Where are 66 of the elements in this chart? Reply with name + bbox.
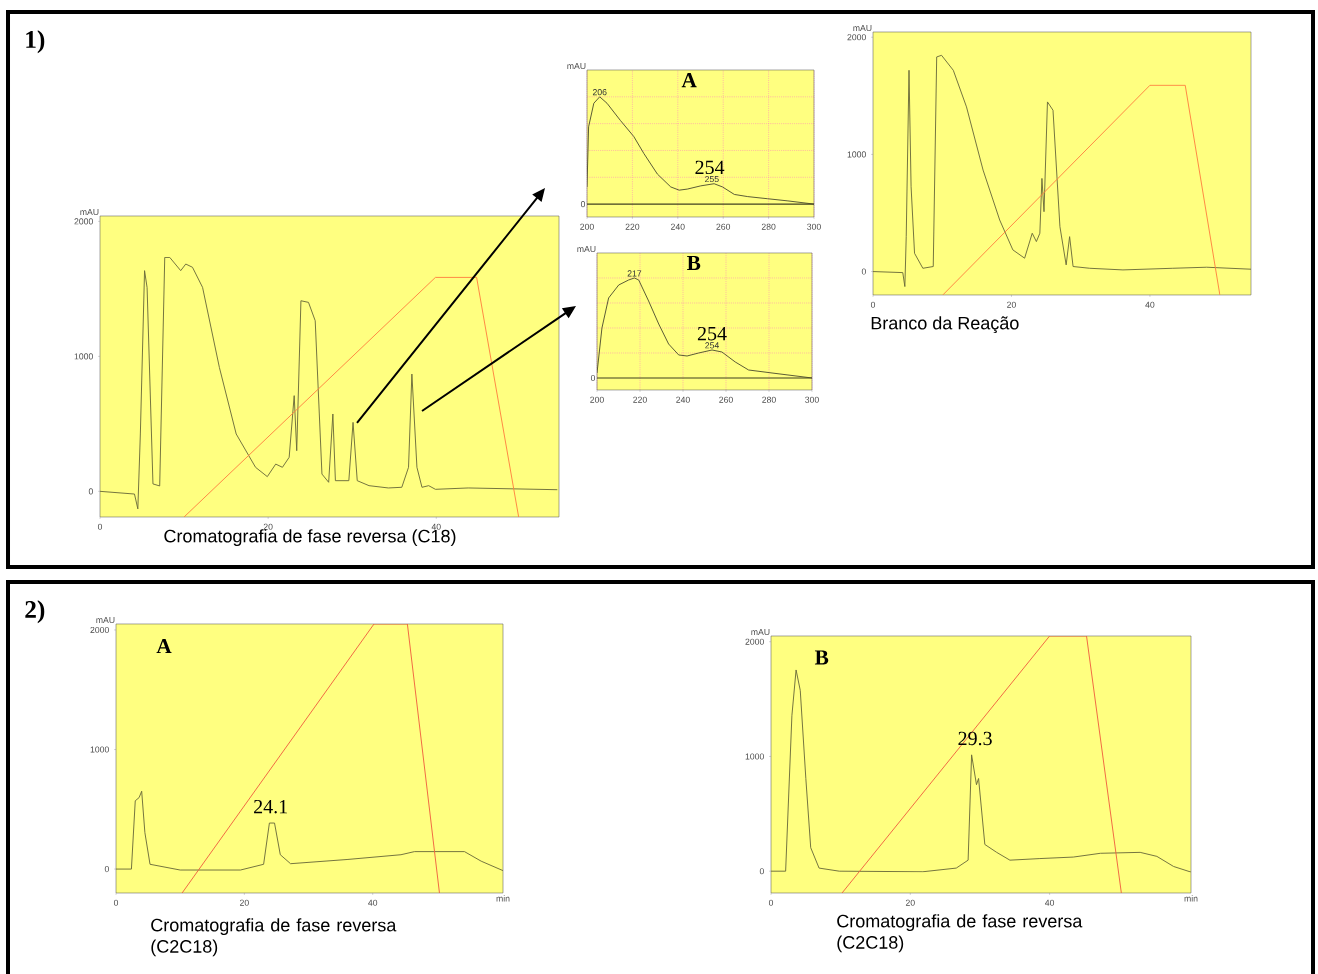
x-tick-label: 200 <box>590 396 604 403</box>
y-tick-label: 1000 <box>90 746 109 753</box>
x-tick-label: 40 <box>1045 899 1055 906</box>
annotation: 255 <box>705 176 719 183</box>
x-tick-label: 220 <box>633 396 647 403</box>
x-tick-label: 40 <box>1145 301 1155 308</box>
annotation: 217 <box>627 270 642 277</box>
x-tick-label: 200 <box>580 223 594 230</box>
text: Cromatografia de fase reversa (C2C18) <box>837 914 1083 953</box>
x-tick-label: 260 <box>719 396 733 403</box>
y-tick-label: 0 <box>104 866 109 873</box>
y-tick-label: 2000 <box>847 34 866 41</box>
annotation: 206 <box>592 89 607 96</box>
x-tick-label: 260 <box>716 223 731 230</box>
x-tick-label: 0 <box>870 301 876 308</box>
text: Branco da Reação <box>871 316 1019 334</box>
y-tick-label: 1000 <box>847 151 866 158</box>
line-series <box>100 256 558 510</box>
y-tick-label: 2000 <box>90 626 109 634</box>
annotation: 0 <box>580 201 586 208</box>
text: A <box>156 639 172 654</box>
x-tick-label: 240 <box>671 223 685 230</box>
y-axis-title: mAU <box>751 629 770 636</box>
y-tick-label: 2000 <box>74 218 93 225</box>
x-tick-label: 220 <box>625 223 640 230</box>
annotation: 0 <box>590 374 596 382</box>
y-tick-label: 1000 <box>74 353 93 360</box>
x-tick-label: 20 <box>1007 301 1016 308</box>
x-tick-label: 280 <box>761 223 776 230</box>
annotation: 254 <box>695 160 725 175</box>
x-tick-label: 300 <box>805 396 819 403</box>
y-tick-label: 1000 <box>745 753 764 760</box>
y-tick-label: 2000 <box>745 638 764 645</box>
y-axis-title: mAU <box>80 209 99 216</box>
chart-title: A <box>681 73 697 88</box>
y-axis-title: mAU <box>577 246 596 253</box>
annotation: 254 <box>705 342 719 349</box>
x-tick-label: 40 <box>368 899 378 906</box>
x-axis-title: min <box>1184 895 1198 902</box>
x-tick-label: 0 <box>113 899 119 906</box>
text: B <box>814 650 829 665</box>
annotation: 24.1 <box>254 799 287 814</box>
annotation: 254 <box>697 326 727 341</box>
x-tick-label: 280 <box>762 396 776 403</box>
x-tick-label: 300 <box>807 223 821 230</box>
x-tick-label: 20 <box>263 523 273 530</box>
x-tick-label: 20 <box>905 899 915 906</box>
y-tick-label: 0 <box>861 268 866 275</box>
y-tick-label: 0 <box>759 868 764 875</box>
annotation: 29.3 <box>958 731 992 746</box>
text: 2) <box>25 600 45 624</box>
text: Cromatografia de fase reversa (C2C18) <box>151 918 397 957</box>
x-tick-label: 0 <box>768 899 774 906</box>
text: Cromatografia de fase reversa (C18) <box>164 529 456 547</box>
line-series <box>771 669 1191 873</box>
line-series <box>873 54 1251 288</box>
y-axis-title: mAU <box>96 617 115 624</box>
y-axis-title: mAU <box>567 63 586 70</box>
y-tick-label: 0 <box>88 488 93 495</box>
x-tick-label: 20 <box>239 899 249 906</box>
text: 1) <box>26 30 45 54</box>
chart-title: B <box>687 255 701 270</box>
x-tick-label: 240 <box>676 396 690 403</box>
y-axis-title: mAU <box>853 25 872 32</box>
x-tick-label: 40 <box>431 523 441 530</box>
x-axis-title: min <box>496 895 510 902</box>
